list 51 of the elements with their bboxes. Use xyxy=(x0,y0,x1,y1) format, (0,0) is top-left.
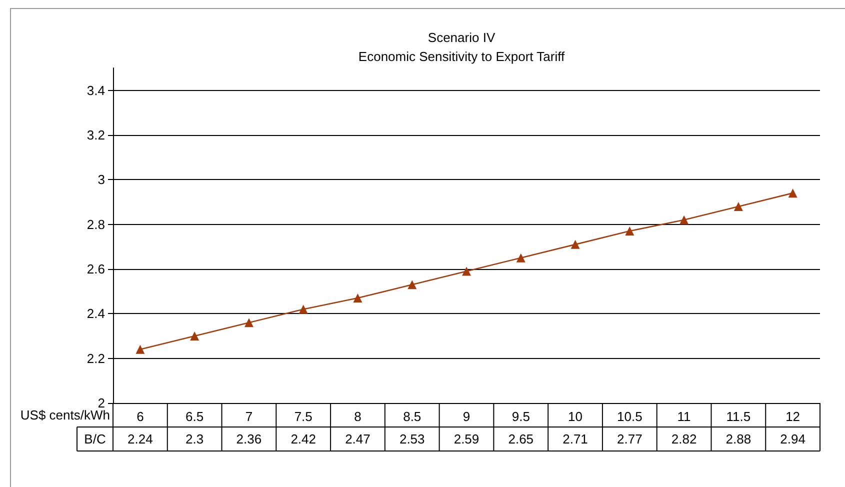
x-tick-label: 12 xyxy=(786,409,800,424)
data-label: 2.36 xyxy=(236,432,262,446)
x-tick-label: 9.5 xyxy=(512,409,530,424)
x-tick-label: 8 xyxy=(354,409,362,424)
y-tick-label: 2 xyxy=(98,396,105,410)
point xyxy=(570,240,580,249)
data-label: 2.65 xyxy=(508,432,534,446)
point xyxy=(244,318,254,328)
data-label: 2.94 xyxy=(780,432,806,446)
point xyxy=(298,304,308,314)
data-label: 2.24 xyxy=(128,432,153,446)
data-label: 2.47 xyxy=(345,432,370,446)
point xyxy=(408,280,417,290)
point xyxy=(136,344,145,354)
x-tick-label: 11 xyxy=(677,409,691,424)
point xyxy=(516,253,526,262)
point xyxy=(734,202,743,211)
point xyxy=(788,188,798,198)
y-tick-label: 2.4 xyxy=(86,306,105,322)
x-tick-label: 11.5 xyxy=(726,409,751,424)
data-label: 2.71 xyxy=(562,432,588,446)
x-tick-label: 6.5 xyxy=(186,409,204,424)
x-axis-title: US$ cents/kWh xyxy=(20,408,110,422)
y-tick-label: 3.2 xyxy=(86,128,105,142)
data-label: 2.53 xyxy=(399,432,425,446)
point xyxy=(190,332,200,340)
data-label: 2.59 xyxy=(454,432,480,446)
y-tick-label: 2.8 xyxy=(86,216,105,232)
data-label: 2.42 xyxy=(290,432,316,446)
y-tick-label: 2.2 xyxy=(86,350,105,366)
chart-subtitle: Economic Sensitivity to Export Tariff xyxy=(358,49,565,64)
data-label: 2.3 xyxy=(186,432,204,446)
chart-title: Scenario IV xyxy=(428,30,496,45)
y-tick-label: 2.6 xyxy=(86,262,105,276)
x-tick-label: 8.5 xyxy=(403,409,422,424)
data-label: 2.82 xyxy=(671,432,697,446)
text: B/C xyxy=(84,432,106,446)
x-tick-label: 7 xyxy=(245,409,253,424)
x-tick-label: 10 xyxy=(568,409,583,424)
data-label: 2.77 xyxy=(617,432,642,446)
data-label: 2.88 xyxy=(726,432,752,446)
point xyxy=(462,266,471,276)
x-tick-label: 10.5 xyxy=(617,409,642,424)
x-tick-label: 7.5 xyxy=(294,409,312,424)
y-tick-label: 3.4 xyxy=(86,82,105,98)
x-tick-label: 6 xyxy=(136,409,144,424)
x-tick-label: 9 xyxy=(462,409,470,424)
point xyxy=(625,226,634,236)
y-tick-label: 3 xyxy=(98,172,105,188)
point xyxy=(353,294,362,303)
point xyxy=(680,215,689,224)
